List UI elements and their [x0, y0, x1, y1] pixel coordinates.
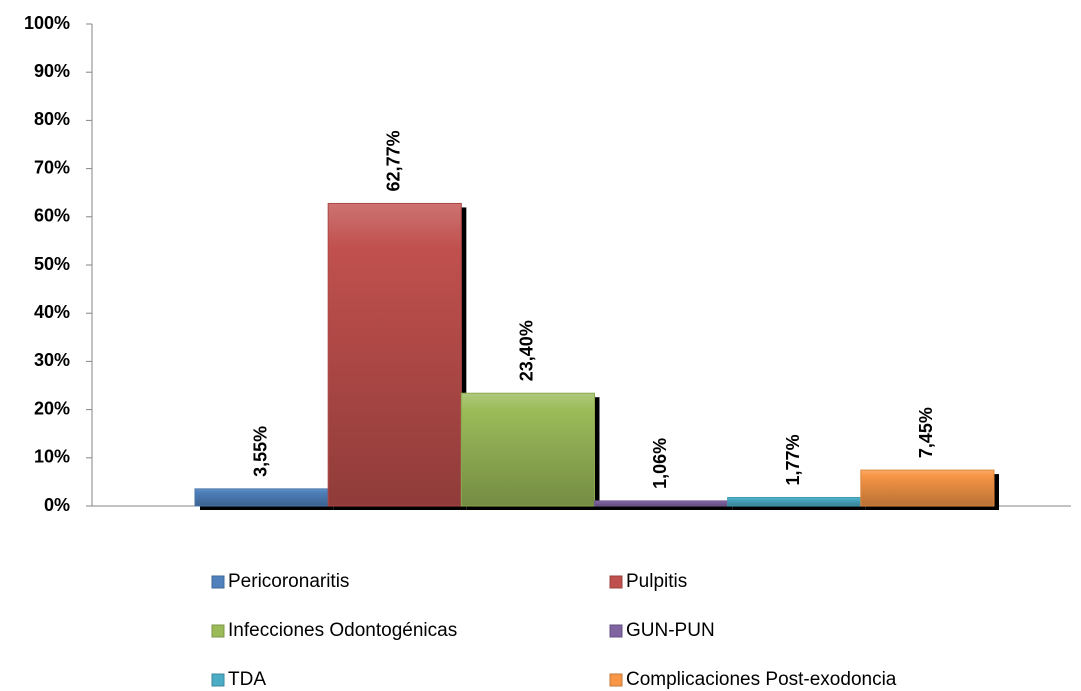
y-tick-label: 100% — [24, 13, 70, 33]
legend-label: Pulpitis — [626, 571, 687, 592]
legend-label: Infecciones Odontogénicas — [228, 620, 457, 641]
legend-label: Pericoronaritis — [228, 571, 349, 592]
legend-label: Complicaciones Post-exodoncia — [626, 669, 897, 690]
y-tick-label: 50% — [34, 254, 70, 274]
data-label: 62,77% — [384, 130, 404, 191]
data-label: 1,77% — [783, 434, 803, 485]
legend-swatch — [609, 673, 623, 687]
y-tick-label: 20% — [34, 398, 70, 418]
y-tick-label: 0% — [44, 495, 70, 515]
legend-swatch — [211, 575, 225, 589]
y-tick-label: 60% — [34, 206, 70, 226]
bar — [194, 488, 329, 507]
legend-swatch — [211, 624, 225, 638]
bar — [327, 202, 462, 507]
bar — [460, 392, 596, 507]
y-tick-label: 90% — [34, 61, 70, 81]
y-tick-label: 80% — [34, 109, 70, 129]
bar — [860, 469, 995, 507]
legend-swatch — [609, 575, 623, 589]
data-label: 7,45% — [916, 407, 936, 458]
data-label: 1,06% — [650, 438, 670, 489]
data-label: 23,40% — [517, 320, 537, 381]
legend-label: GUN-PUN — [626, 620, 715, 641]
legend-swatch — [609, 624, 623, 638]
y-tick-label: 10% — [34, 447, 70, 467]
y-tick-label: 30% — [34, 350, 70, 370]
y-tick-label: 70% — [34, 157, 70, 177]
legend-swatch — [211, 673, 225, 687]
legend-label: TDA — [228, 669, 266, 690]
y-tick-label: 40% — [34, 302, 70, 322]
bar — [594, 500, 729, 507]
bar — [727, 496, 862, 507]
bar-shadow — [599, 504, 733, 510]
data-label: 3,55% — [250, 426, 270, 477]
